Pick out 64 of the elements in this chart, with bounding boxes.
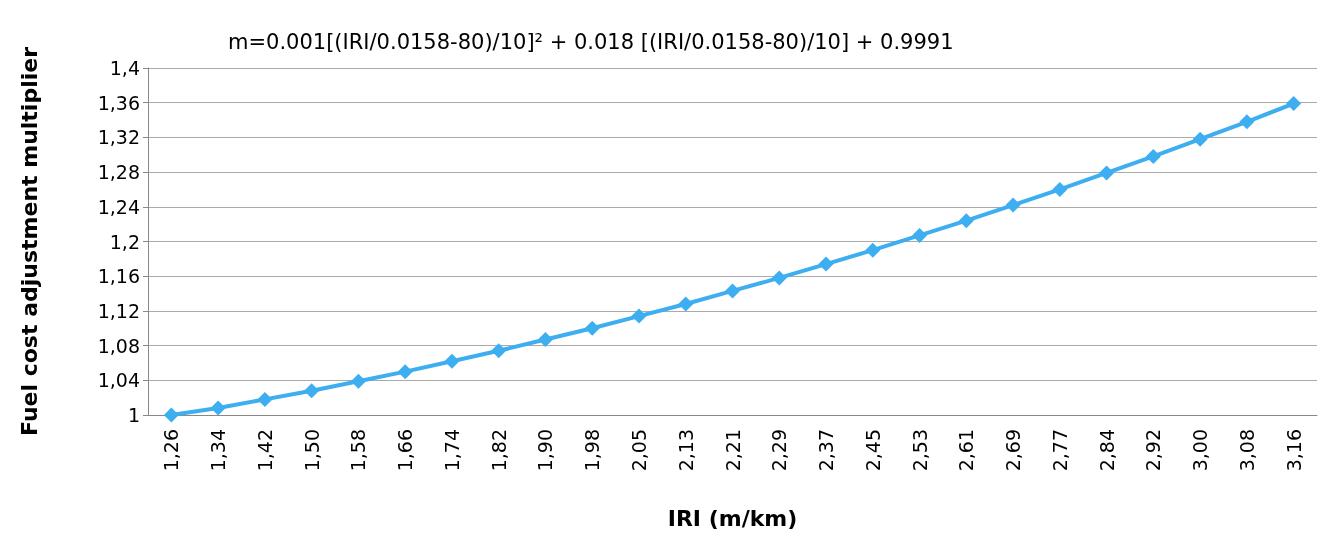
x-tick-label: 1,26 bbox=[160, 429, 183, 472]
x-tick-label: 2,21 bbox=[721, 429, 744, 472]
x-tick-label: 1,42 bbox=[253, 429, 276, 472]
y-tick-label: 1,08 bbox=[97, 334, 140, 357]
point bbox=[678, 296, 694, 312]
x-tick-label: 3,08 bbox=[1235, 429, 1258, 472]
x-tick-label: 3,00 bbox=[1189, 429, 1212, 472]
y-tick-label: 1,28 bbox=[97, 161, 140, 184]
x-tick-label: 2,53 bbox=[908, 429, 931, 472]
point bbox=[1239, 114, 1255, 130]
x-axis-title: IRI (m/km) bbox=[667, 505, 798, 531]
chart-title: m=0.001[(IRI/0.0158-80)/10]² + 0.018 [(IRI/0.0158-80)/10] + 0.9991 bbox=[228, 29, 954, 54]
point bbox=[958, 213, 974, 229]
x-tick-label: 2,37 bbox=[815, 429, 838, 472]
x-tick-label: 1,58 bbox=[347, 429, 370, 472]
point bbox=[1145, 148, 1161, 164]
x-tick-label: 1,82 bbox=[487, 429, 510, 472]
point bbox=[1099, 165, 1115, 181]
x-tick-label: 2,13 bbox=[674, 429, 697, 472]
x-tick-label: 2,05 bbox=[627, 429, 650, 472]
point bbox=[912, 227, 928, 243]
point bbox=[584, 320, 600, 336]
y-tick-label: 1,36 bbox=[97, 91, 140, 114]
point bbox=[1005, 197, 1021, 213]
point bbox=[537, 332, 553, 348]
point bbox=[444, 353, 460, 369]
point bbox=[350, 373, 366, 389]
x-tick-label: 1,98 bbox=[581, 429, 604, 472]
y-tick-label: 1,16 bbox=[97, 265, 140, 288]
x-tick-label: 1,50 bbox=[300, 429, 323, 472]
point bbox=[631, 308, 647, 324]
x-tick-label: 2,29 bbox=[768, 429, 791, 472]
point bbox=[771, 270, 787, 286]
x-tick-label: 2,84 bbox=[1095, 429, 1118, 472]
x-tick-label: 1,90 bbox=[534, 429, 557, 472]
y-axis-title: Fuel cost adjustment multiplier bbox=[16, 46, 42, 437]
x-tick-label: 2,69 bbox=[1002, 429, 1025, 472]
y-tick-label: 1,32 bbox=[97, 126, 140, 149]
x-tick-label: 2,45 bbox=[861, 429, 884, 472]
point bbox=[304, 383, 320, 399]
x-tick-label: 1,34 bbox=[207, 429, 230, 472]
point bbox=[163, 407, 179, 423]
point bbox=[1192, 131, 1208, 147]
point bbox=[865, 242, 881, 258]
y-tick-label: 1,04 bbox=[97, 369, 140, 392]
x-tick-label: 1,74 bbox=[440, 429, 463, 472]
y-tick-label: 1 bbox=[127, 404, 140, 426]
point bbox=[1052, 181, 1068, 197]
point bbox=[210, 400, 226, 416]
x-tick-label: 2,92 bbox=[1142, 429, 1165, 472]
y-tick-label: 1,24 bbox=[97, 195, 140, 218]
y-tick-label: 1,4 bbox=[109, 57, 140, 79]
point bbox=[491, 343, 507, 359]
point bbox=[1286, 96, 1302, 112]
x-tick-label: 1,66 bbox=[394, 429, 417, 472]
y-tick-label: 1,2 bbox=[109, 230, 140, 253]
point bbox=[257, 391, 273, 407]
point bbox=[397, 364, 413, 380]
point bbox=[725, 283, 740, 299]
point bbox=[818, 256, 834, 272]
x-tick-label: 2,77 bbox=[1048, 429, 1071, 472]
x-tick-label: 2,61 bbox=[955, 429, 978, 472]
y-tick-label: 1,12 bbox=[97, 299, 140, 322]
x-tick-label: 3,16 bbox=[1282, 429, 1305, 472]
